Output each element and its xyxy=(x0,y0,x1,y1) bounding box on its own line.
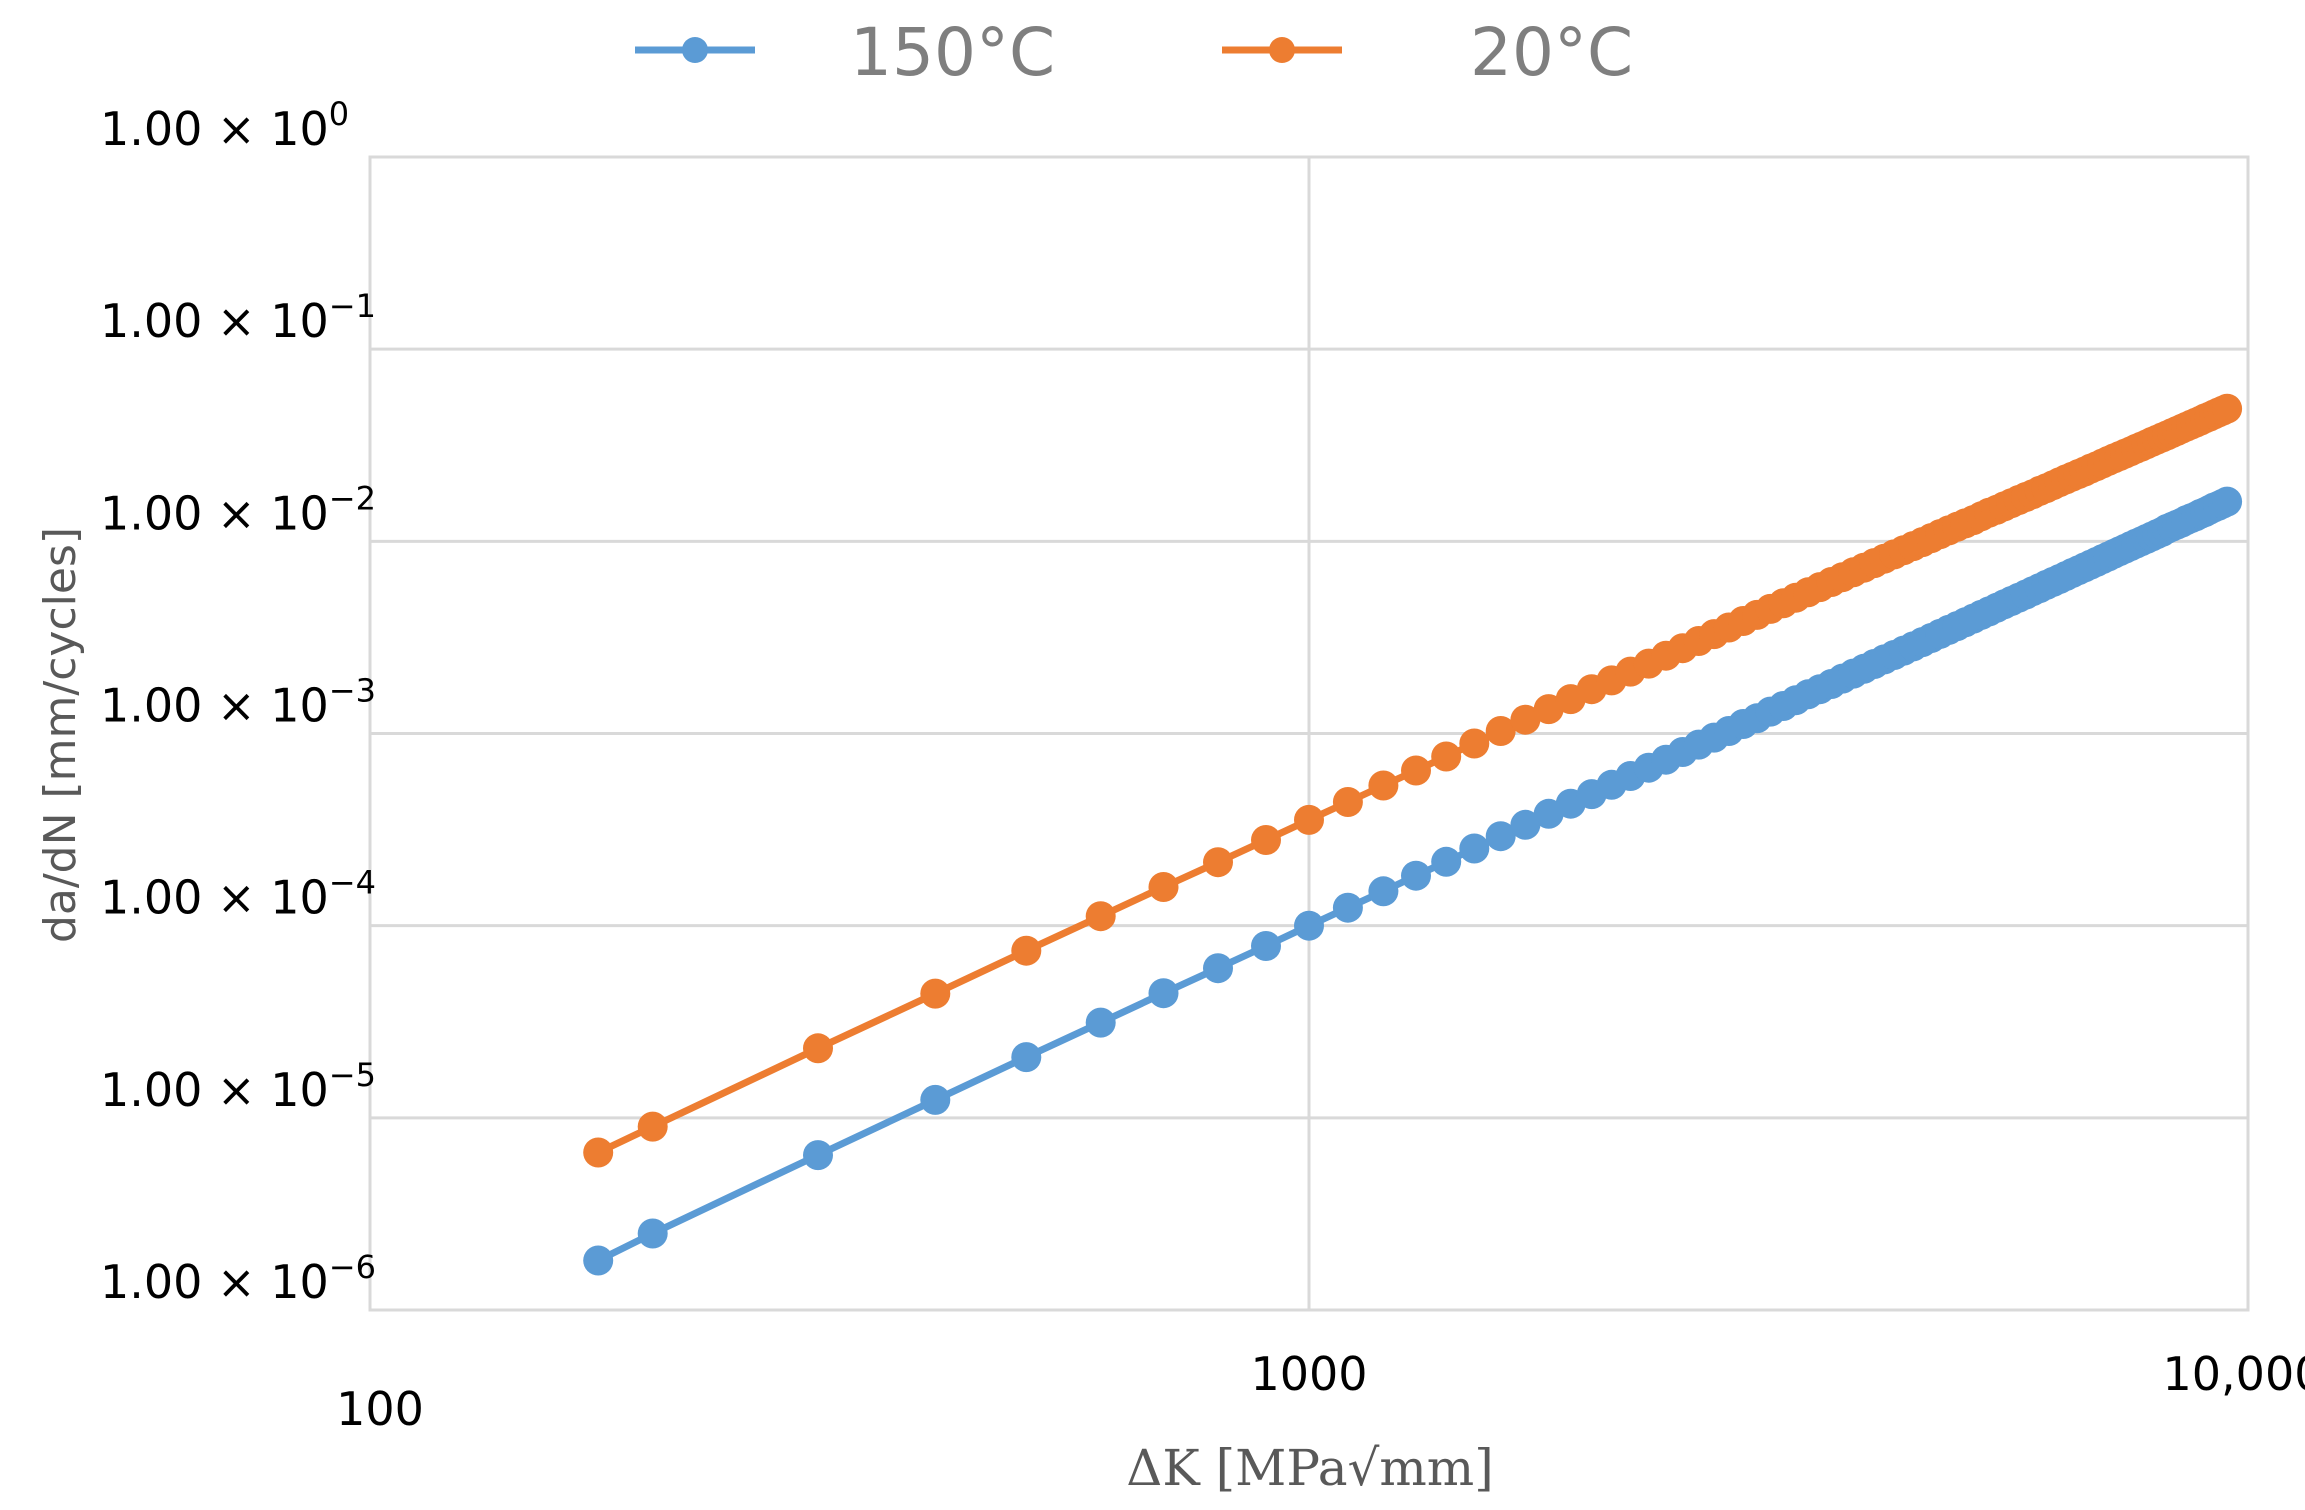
data-point[interactable] xyxy=(803,1140,833,1171)
data-point[interactable] xyxy=(1368,770,1399,801)
plot-frame xyxy=(368,155,2250,1312)
legend-label: 20°C xyxy=(1470,14,1633,91)
data-point[interactable] xyxy=(803,1033,833,1064)
data-point[interactable] xyxy=(1485,821,1516,852)
legend-swatch-marker xyxy=(682,37,708,63)
x-axis-ticks: 100 1000 10,000 xyxy=(336,1347,2305,1436)
data-point[interactable] xyxy=(1011,935,1042,966)
y-axis-ticks: 1.00 × 100 1.00 × 10−1 1.00 × 10−2 1.00 × 1… xyxy=(100,95,376,1309)
plot-border xyxy=(368,155,2250,1312)
data-point[interactable] xyxy=(1251,931,1281,961)
data-point[interactable] xyxy=(1510,809,1541,840)
data-point[interactable] xyxy=(1148,978,1179,1009)
data-point[interactable] xyxy=(1085,1007,1116,1038)
data-point[interactable] xyxy=(1459,833,1490,864)
legend-item-150c[interactable]: 150°C xyxy=(635,14,1055,91)
data-point[interactable] xyxy=(1431,846,1462,877)
legend-swatch-marker xyxy=(1269,37,1295,63)
x-tick-label: 100 xyxy=(336,1382,424,1436)
y-axis-label: da/dN [mm/cycles] xyxy=(35,527,86,943)
data-point[interactable] xyxy=(1485,716,1516,746)
data-point[interactable] xyxy=(2212,393,2243,424)
legend-item-20c[interactable]: 20°C xyxy=(1222,14,1633,91)
y-tick-label: 1.00 × 10−4 xyxy=(100,864,376,925)
series-layer xyxy=(583,393,2243,1276)
y-tick-label: 1.00 × 10−2 xyxy=(100,479,376,540)
data-point[interactable] xyxy=(1401,860,1431,891)
data-point[interactable] xyxy=(1203,953,1233,984)
y-tick-label: 1.00 × 100 xyxy=(100,95,349,156)
data-point[interactable] xyxy=(920,978,951,1009)
data-point[interactable] xyxy=(2212,486,2243,517)
data-point[interactable] xyxy=(1251,825,1281,855)
data-point[interactable] xyxy=(637,1111,668,1142)
data-point[interactable] xyxy=(1459,728,1490,759)
data-point[interactable] xyxy=(1148,872,1179,902)
x-tick-label: 1000 xyxy=(1250,1347,1367,1401)
x-tick-label: 10,000 xyxy=(2163,1347,2305,1401)
y-tick-label: 1.00 × 10−6 xyxy=(100,1248,376,1309)
data-point[interactable] xyxy=(583,1137,614,1168)
data-point[interactable] xyxy=(1294,910,1324,941)
series-150c xyxy=(583,486,2243,1276)
data-point[interactable] xyxy=(1510,704,1541,735)
y-tick-label: 1.00 × 10−1 xyxy=(100,287,376,348)
legend-label: 150°C xyxy=(850,14,1055,91)
y-tick-label: 1.00 × 10−5 xyxy=(100,1056,376,1117)
y-tick-label: 1.00 × 10−3 xyxy=(100,672,376,733)
data-point[interactable] xyxy=(1431,741,1462,772)
data-point[interactable] xyxy=(920,1084,951,1115)
data-point[interactable] xyxy=(1011,1042,1042,1073)
data-point[interactable] xyxy=(1332,787,1363,817)
data-point[interactable] xyxy=(1368,876,1399,907)
data-point[interactable] xyxy=(637,1218,668,1249)
data-point[interactable] xyxy=(1085,901,1116,932)
x-axis-label: ΔK [MPa√mm] xyxy=(1126,1439,1493,1497)
legend: 150°C 20°C xyxy=(635,14,1633,91)
series-20c xyxy=(583,393,2243,1168)
data-point[interactable] xyxy=(1332,892,1363,923)
data-point[interactable] xyxy=(583,1245,614,1276)
data-point[interactable] xyxy=(1401,755,1431,786)
data-point[interactable] xyxy=(1203,847,1233,878)
data-point[interactable] xyxy=(1294,804,1324,835)
